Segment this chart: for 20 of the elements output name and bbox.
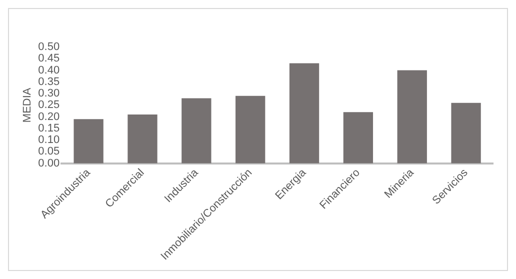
y-tick-label: 0.00 [38,157,60,170]
y-tick-label: 0.45 [38,52,60,65]
y-axis-title: MEDIA [22,87,34,123]
bar [236,96,266,164]
bar [343,112,374,164]
bar [182,98,212,164]
y-tick-label: 0.40 [38,64,60,76]
y-tick-label: 0.35 [38,76,60,88]
y-tick-label: 0.50 [38,41,60,54]
bar [74,119,104,164]
y-tick-label: 0.05 [38,146,60,158]
y-tick-label: 0.15 [38,122,60,134]
bar [451,102,481,164]
y-tick-label: 0.10 [38,134,60,146]
y-tick-label: 0.30 [38,88,60,100]
y-tick-label: 0.20 [38,110,60,123]
y-tick-label: 0.25 [38,99,60,112]
bar [397,70,427,164]
bar [128,114,158,164]
bar [289,63,320,164]
